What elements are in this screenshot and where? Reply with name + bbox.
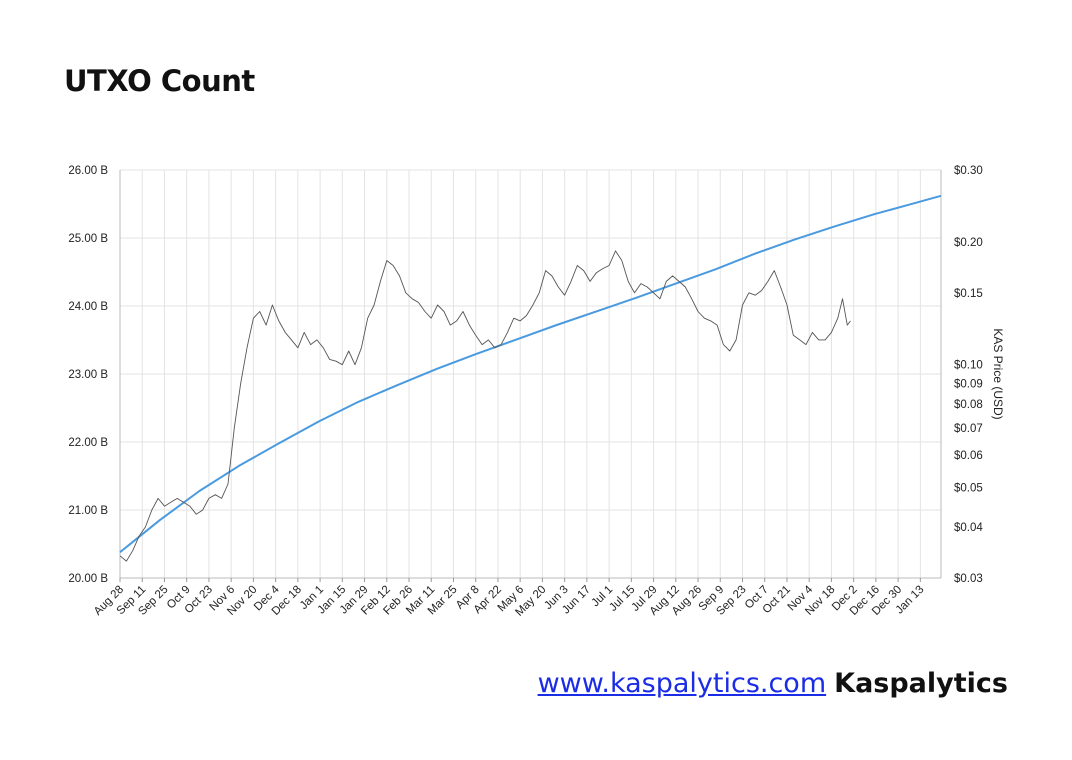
y-left-tick-label: 21.00 B <box>68 505 108 517</box>
website-link[interactable]: www.kaspalytics.com <box>537 668 827 699</box>
y-right-tick-label: $0.15 <box>954 288 983 300</box>
y-right-tick-label: $0.03 <box>954 573 983 585</box>
y-left-tick-label: 23.00 B <box>68 369 108 381</box>
footer: www.kaspalytics.com Kaspalytics <box>538 668 1008 699</box>
page-title: UTXO Count <box>64 64 255 98</box>
y-right-tick-label: $0.10 <box>954 360 983 372</box>
y-right-tick-label: $0.20 <box>954 237 983 249</box>
y-right-tick-label: $0.30 <box>954 165 983 177</box>
y-left-tick-label: 24.00 B <box>68 301 108 313</box>
y-right-tick-label: $0.08 <box>954 399 983 411</box>
brand-name: Kaspalytics <box>834 668 1008 699</box>
y-right-tick-label: $0.07 <box>954 423 983 435</box>
y-left-tick-label: 25.00 B <box>68 233 108 245</box>
y-left-tick-label: 26.00 B <box>68 165 108 177</box>
kas-price-line <box>119 250 851 562</box>
y-right-tick-label: $0.05 <box>954 482 983 494</box>
y-right-tick-label: $0.06 <box>954 450 983 462</box>
y-left-tick-label: 22.00 B <box>68 437 108 449</box>
utxo-count-line <box>119 194 942 553</box>
y-right-axis-title: KAS Price (USD) <box>991 328 1005 419</box>
y-right-tick-label: $0.04 <box>954 522 983 534</box>
y-right-tick-label: $0.09 <box>954 378 983 390</box>
y-left-tick-label: 20.00 B <box>68 573 108 585</box>
